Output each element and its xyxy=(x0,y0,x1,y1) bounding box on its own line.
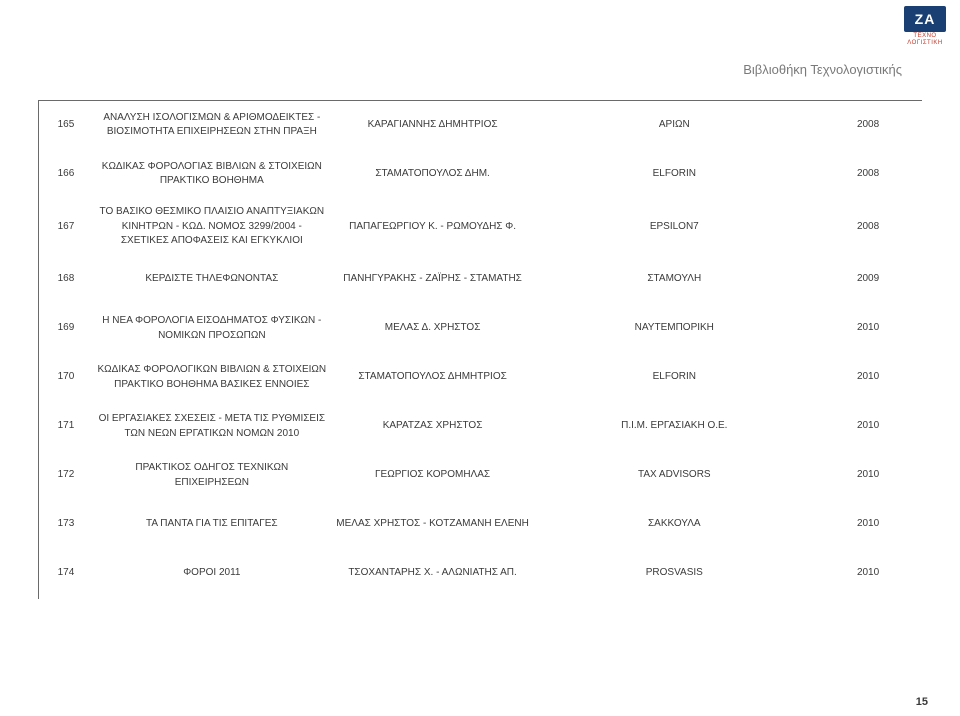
cell-year: 2010 xyxy=(814,305,922,353)
cell-id: 167 xyxy=(39,199,93,255)
cell-year: 2010 xyxy=(814,501,922,549)
table-row: 167ΤΟ ΒΑΣΙΚΟ ΘΕΣΜΙΚΟ ΠΛΑΙΣΙΟ ΑΝΑΠΤΥΞΙΑΚΩ… xyxy=(39,199,922,256)
cell-publisher: ΝΑΥΤΕΜΠΟΡΙΚΗ xyxy=(534,305,814,353)
cell-publisher: PROSVASIS xyxy=(534,550,814,598)
table-row: 173ΤΑ ΠΑΝΤΑ ΓΙΑ ΤΙΣ ΕΠΙΤΑΓΕΣΜΕΛΑΣ ΧΡΗΣΤΟ… xyxy=(39,501,922,550)
cell-publisher: ELFORIN xyxy=(534,354,814,402)
cell-publisher: ΣΤΑΜΟΥΛΗ xyxy=(534,256,814,304)
cell-author: ΣΤΑΜΑΤΟΠΟΥΛΟΣ ΔΗΜ. xyxy=(331,150,535,198)
cell-title: ΤΑ ΠΑΝΤΑ ΓΙΑ ΤΙΣ ΕΠΙΤΑΓΕΣ xyxy=(93,501,331,549)
cell-id: 173 xyxy=(39,501,93,549)
cell-title: ΚΩΔΙΚΑΣ ΦΟΡΟΛΟΓΙΑΣ ΒΙΒΛΙΩΝ & ΣΤΟΙΧΕΙΩΝ Π… xyxy=(93,150,331,198)
cell-author: ΜΕΛΑΣ Δ. ΧΡΗΣΤΟΣ xyxy=(331,305,535,353)
table-row: 170ΚΩΔΙΚΑΣ ΦΟΡΟΛΟΓΙΚΩΝ ΒΙΒΛΙΩΝ & ΣΤΟΙΧΕΙ… xyxy=(39,354,922,403)
cell-id: 169 xyxy=(39,305,93,353)
cell-publisher: Π.Ι.Μ. ΕΡΓΑΣΙΑΚΗ Ο.Ε. xyxy=(534,403,814,451)
cell-title: ΦΟΡΟΙ 2011 xyxy=(93,550,331,598)
table-row: 165ΑΝΑΛΥΣΗ ΙΣΟΛΟΓΙΣΜΩΝ & ΑΡΙΘΜΟΔΕΙΚΤΕΣ -… xyxy=(39,101,922,150)
cell-year: 2008 xyxy=(814,199,922,255)
cell-author: ΚΑΡΑΤΖΑΣ ΧΡΗΣΤΟΣ xyxy=(331,403,535,451)
table-row: 174ΦΟΡΟΙ 2011ΤΣΟΧΑΝΤΑΡΗΣ Χ. - ΑΛΩΝΙΑΤΗΣ … xyxy=(39,550,922,599)
logo-mark: ZA xyxy=(904,6,946,32)
cell-author: ΓΕΩΡΓΙΟΣ ΚΟΡΟΜΗΛΑΣ xyxy=(331,452,535,500)
cell-year: 2008 xyxy=(814,150,922,198)
page-number: 15 xyxy=(916,696,928,708)
cell-publisher: EPSILON7 xyxy=(534,199,814,255)
logo-line1: ΤΕΧΝΟ xyxy=(904,33,946,39)
library-table: 165ΑΝΑΛΥΣΗ ΙΣΟΛΟΓΙΣΜΩΝ & ΑΡΙΘΜΟΔΕΙΚΤΕΣ -… xyxy=(38,100,922,599)
cell-year: 2009 xyxy=(814,256,922,304)
cell-id: 174 xyxy=(39,550,93,598)
cell-title: ΤΟ ΒΑΣΙΚΟ ΘΕΣΜΙΚΟ ΠΛΑΙΣΙΟ ΑΝΑΠΤΥΞΙΑΚΩΝ Κ… xyxy=(93,199,331,255)
cell-title: ΟΙ ΕΡΓΑΣΙΑΚΕΣ ΣΧΕΣΕΙΣ - ΜΕΤΑ ΤΙΣ ΡΥΘΜΙΣΕ… xyxy=(93,403,331,451)
table-row: 169Η ΝΕΑ ΦΟΡΟΛΟΓΙΑ ΕΙΣΟΔΗΜΑΤΟΣ ΦΥΣΙΚΩΝ -… xyxy=(39,305,922,354)
cell-id: 165 xyxy=(39,101,93,149)
cell-id: 171 xyxy=(39,403,93,451)
cell-year: 2010 xyxy=(814,452,922,500)
cell-author: ΣΤΑΜΑΤΟΠΟΥΛΟΣ ΔΗΜΗΤΡΙΟΣ xyxy=(331,354,535,402)
table-row: 171ΟΙ ΕΡΓΑΣΙΑΚΕΣ ΣΧΕΣΕΙΣ - ΜΕΤΑ ΤΙΣ ΡΥΘΜ… xyxy=(39,403,922,452)
cell-title: ΚΕΡΔΙΣΤΕ ΤΗΛΕΦΩΝΟΝΤΑΣ xyxy=(93,256,331,304)
logo-text: ZA xyxy=(915,11,936,27)
cell-title: ΚΩΔΙΚΑΣ ΦΟΡΟΛΟΓΙΚΩΝ ΒΙΒΛΙΩΝ & ΣΤΟΙΧΕΙΩΝ … xyxy=(93,354,331,402)
cell-author: ΤΣΟΧΑΝΤΑΡΗΣ Χ. - ΑΛΩΝΙΑΤΗΣ ΑΠ. xyxy=(331,550,535,598)
cell-year: 2010 xyxy=(814,550,922,598)
table-row: 168ΚΕΡΔΙΣΤΕ ΤΗΛΕΦΩΝΟΝΤΑΣΠΑΝΗΓΥΡΑΚΗΣ - ΖΑ… xyxy=(39,256,922,305)
page-header-title: Βιβλιοθήκη Τεχνολογιστικής xyxy=(743,62,902,77)
cell-id: 170 xyxy=(39,354,93,402)
cell-title: Η ΝΕΑ ΦΟΡΟΛΟΓΙΑ ΕΙΣΟΔΗΜΑΤΟΣ ΦΥΣΙΚΩΝ - ΝΟ… xyxy=(93,305,331,353)
cell-publisher: ELFORIN xyxy=(534,150,814,198)
cell-id: 168 xyxy=(39,256,93,304)
cell-title: ΑΝΑΛΥΣΗ ΙΣΟΛΟΓΙΣΜΩΝ & ΑΡΙΘΜΟΔΕΙΚΤΕΣ - ΒΙ… xyxy=(93,101,331,149)
cell-author: ΜΕΛΑΣ ΧΡΗΣΤΟΣ - ΚΟΤΖΑΜΑΝΗ ΕΛΕΝΗ xyxy=(331,501,535,549)
cell-year: 2010 xyxy=(814,403,922,451)
cell-id: 172 xyxy=(39,452,93,500)
cell-author: ΚΑΡΑΓΙΑΝΝΗΣ ΔΗΜΗΤΡΙΟΣ xyxy=(331,101,535,149)
cell-id: 166 xyxy=(39,150,93,198)
cell-year: 2008 xyxy=(814,101,922,149)
cell-publisher: ΣΑΚΚΟΥΛΑ xyxy=(534,501,814,549)
logo-line2: ΛΟΓΙΣΤΙΚΗ xyxy=(904,40,946,46)
table-row: 172ΠΡΑΚΤΙΚΟΣ ΟΔΗΓΟΣ ΤΕΧΝΙΚΩΝ ΕΠΙΧΕΙΡΗΣΕΩ… xyxy=(39,452,922,501)
cell-author: ΠΑΝΗΓΥΡΑΚΗΣ - ΖΑΪΡΗΣ - ΣΤΑΜΑΤΗΣ xyxy=(331,256,535,304)
cell-publisher: TAX ADVISORS xyxy=(534,452,814,500)
cell-title: ΠΡΑΚΤΙΚΟΣ ΟΔΗΓΟΣ ΤΕΧΝΙΚΩΝ ΕΠΙΧΕΙΡΗΣΕΩΝ xyxy=(93,452,331,500)
cell-year: 2010 xyxy=(814,354,922,402)
logo-block: ZA ΤΕΧΝΟ ΛΟΓΙΣΤΙΚΗ xyxy=(904,6,946,46)
cell-author: ΠΑΠΑΓΕΩΡΓΙΟΥ Κ. - ΡΩΜΟΥΔΗΣ Φ. xyxy=(331,199,535,255)
cell-publisher: ΑΡΙΩΝ xyxy=(534,101,814,149)
table-row: 166ΚΩΔΙΚΑΣ ΦΟΡΟΛΟΓΙΑΣ ΒΙΒΛΙΩΝ & ΣΤΟΙΧΕΙΩ… xyxy=(39,150,922,199)
